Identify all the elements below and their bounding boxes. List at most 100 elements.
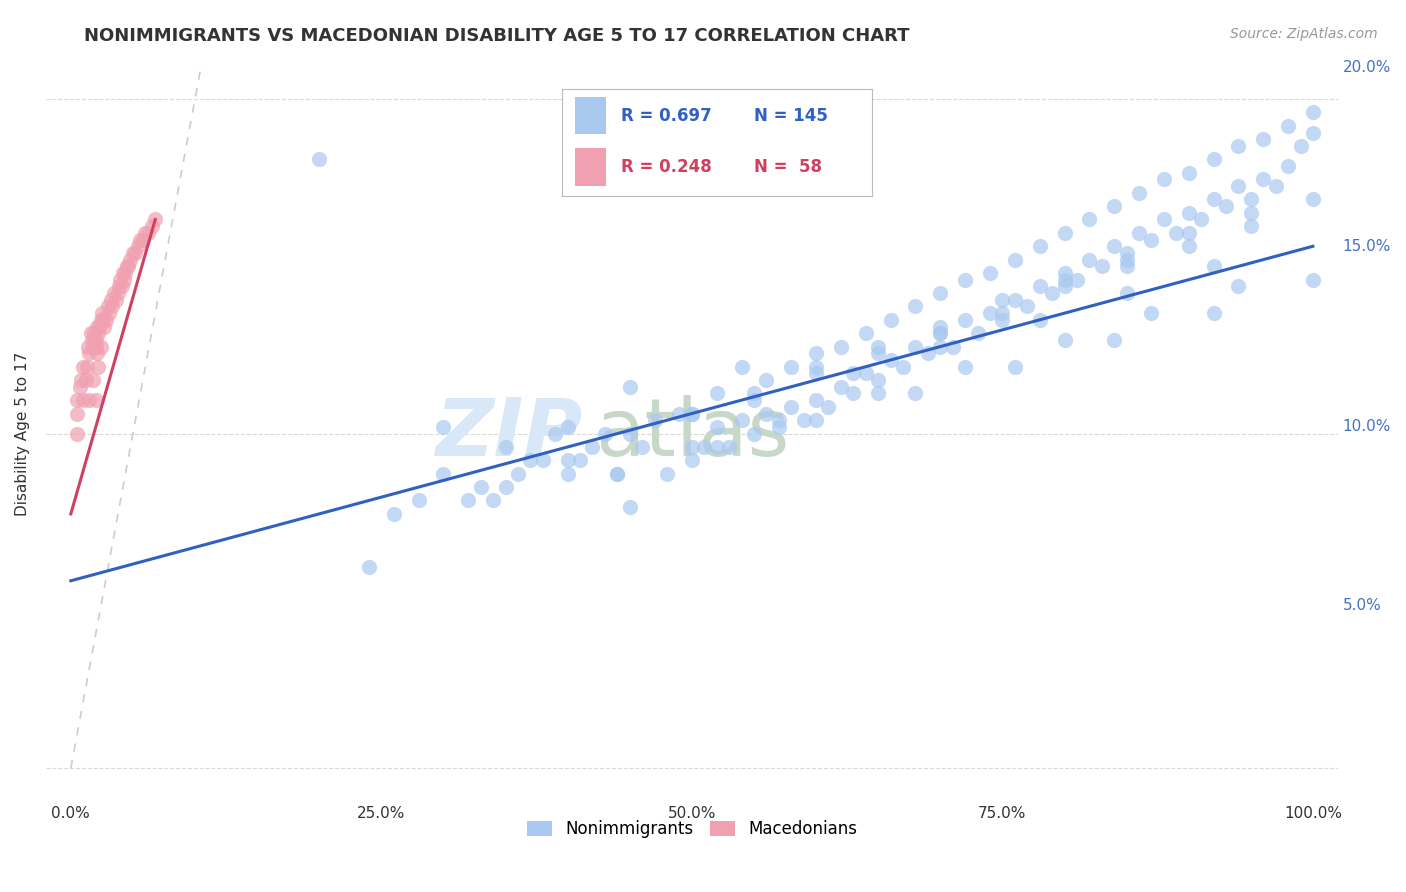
Point <box>495 480 517 494</box>
Point <box>91 313 114 327</box>
Point <box>868 340 890 354</box>
Point <box>120 252 142 267</box>
Point <box>83 326 105 341</box>
Point <box>842 367 865 381</box>
Point <box>111 279 134 293</box>
Text: N =  58: N = 58 <box>754 159 823 177</box>
Point <box>506 467 529 481</box>
Point <box>1302 105 1324 120</box>
Point <box>557 467 579 481</box>
Point <box>432 467 454 481</box>
Point <box>1227 139 1250 153</box>
Point <box>87 326 110 341</box>
Point <box>80 333 103 347</box>
Point <box>755 373 778 387</box>
Point <box>1302 193 1324 207</box>
Point <box>904 340 927 354</box>
Point <box>681 407 703 421</box>
Point <box>904 300 927 314</box>
Point <box>804 367 827 381</box>
Point <box>107 286 129 301</box>
Point <box>1040 286 1063 301</box>
Point <box>991 306 1014 320</box>
Point <box>730 359 752 374</box>
Point <box>104 293 127 307</box>
Bar <box>575 96 606 134</box>
Point <box>103 286 125 301</box>
Point <box>991 293 1014 307</box>
Point <box>79 346 101 360</box>
Point <box>804 359 827 374</box>
Point <box>780 359 803 374</box>
Point <box>1240 206 1263 220</box>
Point <box>1289 139 1312 153</box>
Point <box>991 313 1014 327</box>
Point <box>1028 239 1050 253</box>
Point <box>557 420 579 434</box>
Point <box>817 400 839 414</box>
Point <box>606 467 628 481</box>
Point <box>891 359 914 374</box>
Point <box>75 373 97 387</box>
Point <box>842 386 865 401</box>
Point <box>111 266 134 280</box>
Point <box>953 273 976 287</box>
Point <box>780 400 803 414</box>
Point <box>1078 212 1101 227</box>
Point <box>1004 359 1026 374</box>
Point <box>1115 260 1137 274</box>
Point <box>1128 186 1150 200</box>
Point <box>97 300 120 314</box>
Point <box>1053 279 1076 293</box>
Point <box>531 453 554 467</box>
Point <box>84 340 107 354</box>
Point <box>544 426 567 441</box>
Point <box>1091 260 1114 274</box>
Point <box>1264 179 1286 194</box>
Point <box>1202 260 1225 274</box>
Point <box>1189 212 1212 227</box>
Point <box>804 346 827 360</box>
Point <box>1140 233 1163 247</box>
Point <box>904 386 927 401</box>
Bar <box>575 148 606 186</box>
Point <box>112 273 135 287</box>
Point <box>66 393 89 408</box>
Point <box>457 493 479 508</box>
Point <box>742 426 765 441</box>
Point <box>127 239 149 253</box>
Point <box>868 346 890 360</box>
Point <box>1115 246 1137 260</box>
Point <box>929 340 952 354</box>
Point <box>124 246 146 260</box>
Point <box>868 386 890 401</box>
Point <box>593 426 616 441</box>
Point <box>619 426 641 441</box>
Point <box>1202 306 1225 320</box>
Point <box>1053 266 1076 280</box>
Point <box>86 346 108 360</box>
Point <box>929 319 952 334</box>
Point <box>1115 286 1137 301</box>
Legend: Nonimmigrants, Macedonians: Nonimmigrants, Macedonians <box>520 814 863 845</box>
Point <box>681 453 703 467</box>
Point <box>953 359 976 374</box>
Point <box>141 219 163 234</box>
Point <box>1227 279 1250 293</box>
Point <box>94 313 117 327</box>
Point <box>1302 273 1324 287</box>
Point <box>1128 226 1150 240</box>
Point <box>495 440 517 454</box>
Point <box>482 493 505 508</box>
Point <box>979 266 1001 280</box>
Point <box>1078 252 1101 267</box>
Text: Source: ZipAtlas.com: Source: ZipAtlas.com <box>1230 27 1378 41</box>
Point <box>86 319 108 334</box>
Point <box>1004 293 1026 307</box>
Point <box>1004 252 1026 267</box>
Point <box>1153 172 1175 186</box>
Point <box>69 373 91 387</box>
Point <box>1240 193 1263 207</box>
Point <box>1140 306 1163 320</box>
Point <box>979 306 1001 320</box>
